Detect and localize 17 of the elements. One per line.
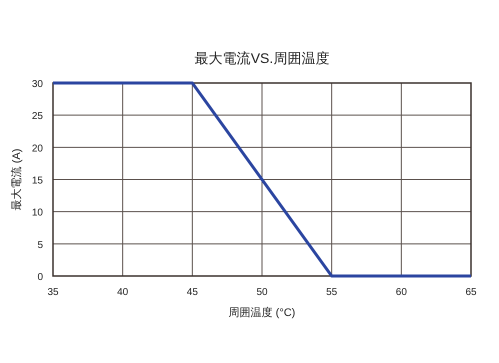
y-tick-label: 25 <box>32 111 44 122</box>
x-tick-label: 40 <box>117 287 129 298</box>
x-tick-label: 65 <box>465 287 477 298</box>
y-tick-label: 30 <box>32 79 44 90</box>
y-tick-label: 15 <box>32 176 44 186</box>
x-tick-label: 35 <box>47 287 59 298</box>
x-axis-title: 周囲温度 (°C) <box>228 306 296 319</box>
y-tick-label: 0 <box>37 272 44 283</box>
y-tick-label: 20 <box>32 143 44 154</box>
y-axis-title: 最大電流 (A) <box>10 148 23 210</box>
y-tick-label: 5 <box>37 240 44 251</box>
x-tick-label: 50 <box>256 287 268 298</box>
y-tick-label: 10 <box>32 208 44 219</box>
x-tick-label: 45 <box>186 287 198 298</box>
x-tick-label: 55 <box>326 287 338 298</box>
chart-title: 最大電流VS.周囲温度 <box>194 50 330 66</box>
x-tick-label: 60 <box>396 287 408 298</box>
